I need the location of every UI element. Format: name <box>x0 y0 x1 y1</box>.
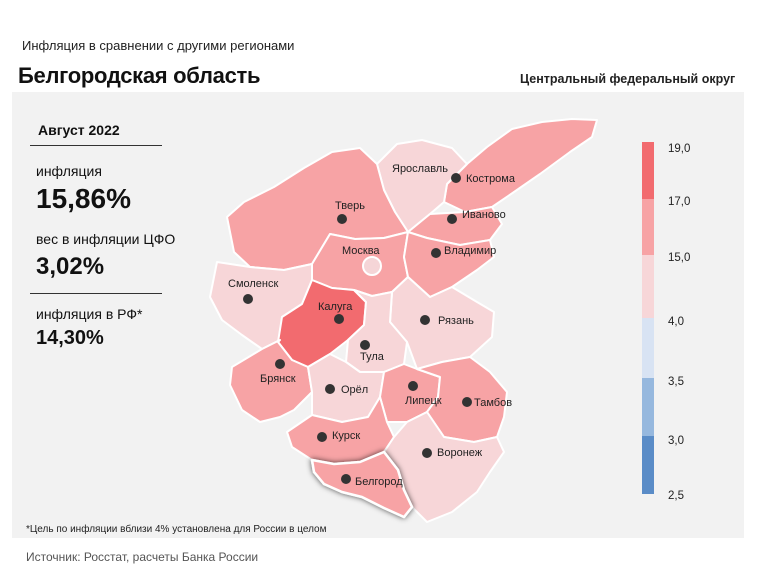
label-voronezh: Воронеж <box>437 447 483 459</box>
map-marker <box>462 397 472 407</box>
map-marker <box>325 384 335 394</box>
region-vladimir <box>403 231 495 298</box>
label-kursk: Курск <box>332 430 360 442</box>
map-marker <box>243 294 253 304</box>
region-kostroma <box>443 118 598 213</box>
legend-tick-19: 19,0 <box>668 143 690 155</box>
legend-tick-3: 3,0 <box>668 435 684 447</box>
legend-band-4-15 <box>642 255 654 318</box>
legend-tick-25: 2,5 <box>668 490 684 502</box>
legend-band-17-19 <box>642 142 654 199</box>
weight-value: 3,02% <box>36 253 105 280</box>
rf-inflation-label: инфляция в РФ* <box>36 306 143 322</box>
weight-label: вес в инфляции ЦФО <box>36 231 176 247</box>
map-marker <box>341 474 351 484</box>
label-tambov: Тамбов <box>474 397 512 409</box>
color-legend: 19,0 17,0 15,0 4,0 3,5 3,0 2,5 <box>642 142 690 502</box>
legend-tick-35: 3,5 <box>668 376 684 388</box>
map-marker <box>447 214 457 224</box>
label-bryansk: Брянск <box>260 373 296 385</box>
region-title: Белгородская область <box>18 63 261 88</box>
rf-inflation-value: 14,30% <box>36 327 104 349</box>
source-note: Источник: Росстат, расчеты Банка России <box>26 550 259 564</box>
legend-band-15-17 <box>642 199 654 255</box>
label-lipetsk: Липецк <box>405 395 442 407</box>
map-marker <box>337 214 347 224</box>
legend-tick-15: 15,0 <box>668 252 690 264</box>
chart-subtitle: Инфляция в сравнении с другими регионами <box>22 38 295 53</box>
map-marker <box>422 448 432 458</box>
legend-band-25-3 <box>642 436 654 494</box>
map-marker <box>334 314 344 324</box>
district-title: Центральный федеральный округ <box>520 72 736 86</box>
inflation-value: 15,86% <box>36 183 131 214</box>
label-yaroslavl: Ярославль <box>392 163 448 175</box>
footnote: *Цель по инфляции вблизи 4% установлена … <box>26 524 327 535</box>
map-marker <box>362 256 382 276</box>
map-labels: Кострома Ярославль Тверь Иваново Москва … <box>228 163 516 488</box>
label-kaluga: Калуга <box>318 301 353 313</box>
map-marker <box>275 359 285 369</box>
map-marker <box>431 248 441 258</box>
legend-band-3-35 <box>642 378 654 436</box>
label-ryazan: Рязань <box>438 315 474 327</box>
legend-band-35-4 <box>642 318 654 378</box>
legend-tick-17: 17,0 <box>668 196 690 208</box>
region-bryansk <box>229 339 313 423</box>
label-tula: Тула <box>360 351 385 363</box>
map-marker <box>451 173 461 183</box>
label-kostroma: Кострома <box>466 173 516 185</box>
region-belgorod <box>310 450 414 519</box>
divider <box>30 293 162 294</box>
divider <box>30 145 162 146</box>
map-marker <box>317 432 327 442</box>
label-orel: Орёл <box>341 384 368 396</box>
label-ivanovo: Иваново <box>462 209 506 221</box>
region-map: Кострома Ярославль Тверь Иваново Москва … <box>209 118 690 523</box>
label-moscow: Москва <box>342 245 380 257</box>
map-marker <box>408 381 418 391</box>
label-tver: Тверь <box>335 200 365 212</box>
label-smolensk: Смоленск <box>228 278 278 290</box>
period-label: Август 2022 <box>38 122 120 138</box>
map-marker <box>420 315 430 325</box>
label-vladimir: Владимир <box>444 245 496 257</box>
label-belgorod: Белгород <box>355 476 403 488</box>
map-marker <box>360 340 370 350</box>
legend-tick-4: 4,0 <box>668 316 684 328</box>
inflation-label: инфляция <box>36 163 102 179</box>
